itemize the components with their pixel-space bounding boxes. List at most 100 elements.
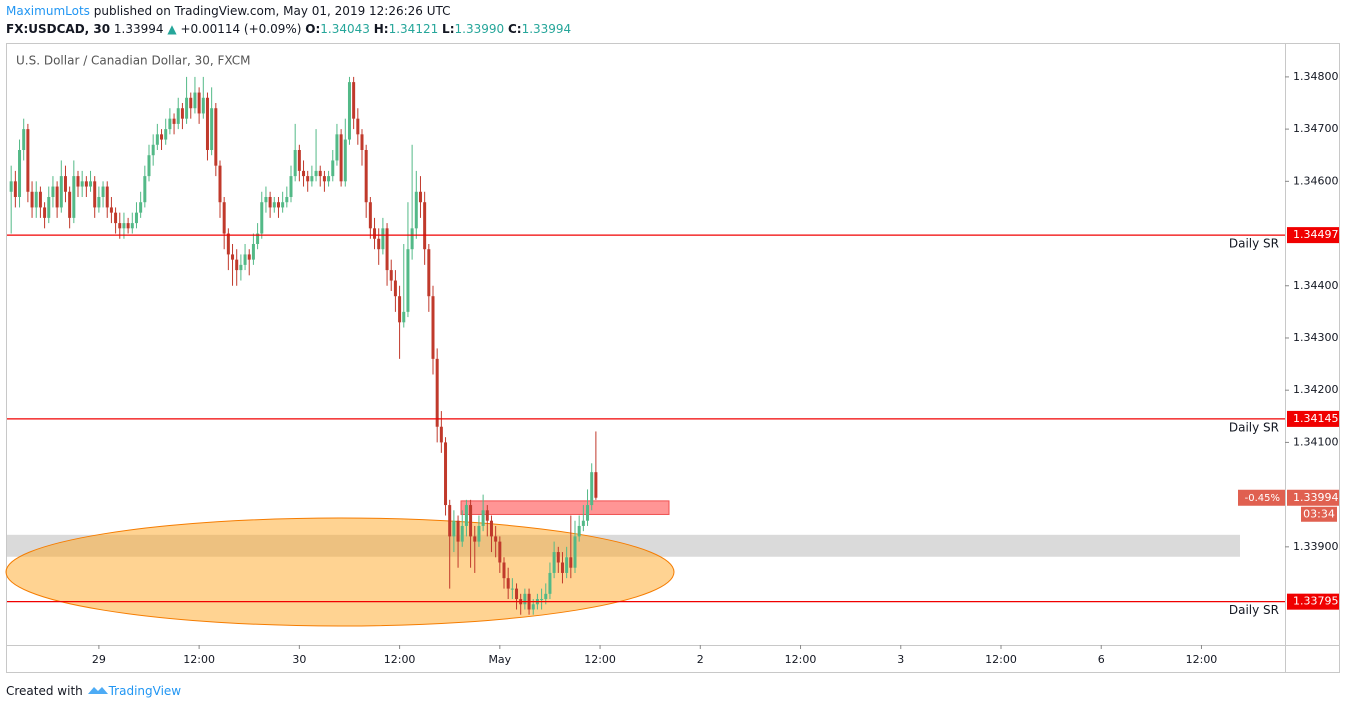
author[interactable]: MaximumLots — [6, 4, 90, 18]
candle-body — [38, 191, 42, 208]
candle-body — [239, 264, 243, 271]
brand[interactable]: TradingView — [108, 684, 182, 698]
candle-body — [494, 536, 498, 542]
candle-body — [581, 520, 585, 526]
candle-body — [89, 181, 93, 187]
candle-body — [222, 202, 226, 234]
candle-body — [540, 599, 544, 601]
x-tick-label: 30 — [292, 653, 306, 666]
x-tick-label: 12:00 — [1186, 653, 1218, 666]
countdown-label: 03:34 — [1303, 507, 1335, 520]
candle-body — [406, 249, 410, 312]
ohlc: O:1.34043 H:1.34121 L:1.33990 C:1.33994 — [305, 22, 571, 36]
price-tag — [1287, 227, 1339, 244]
candle-body — [63, 176, 67, 192]
candle-body — [105, 186, 109, 208]
candle-body — [210, 108, 214, 150]
candle-body — [9, 181, 13, 192]
y-tick-label: 1.34400 — [1293, 279, 1339, 292]
published: published on TradingView.com, May 01, 20… — [93, 4, 451, 18]
y-tick-label: 1.34700 — [1293, 122, 1339, 135]
x-tick-label: 6 — [1098, 653, 1105, 666]
y-tick-label: 1.34200 — [1293, 383, 1339, 396]
highlight-ellipse — [5, 517, 675, 627]
candle-body — [251, 243, 255, 260]
last-price-tag — [1287, 489, 1339, 506]
level-label: Daily SR — [1229, 603, 1279, 617]
candle-body — [377, 238, 381, 250]
chart-title: U.S. Dollar / Canadian Dollar, 30, FXCM — [16, 54, 251, 68]
candle-body — [43, 207, 47, 218]
candle-body — [281, 202, 285, 208]
x-tick-label: 12:00 — [183, 653, 215, 666]
candle-body — [13, 181, 17, 197]
x-tick-label: 12:00 — [384, 653, 416, 666]
x-tick-label: 12:00 — [985, 653, 1017, 666]
candle-body — [235, 259, 239, 271]
candle-body — [22, 129, 26, 150]
candle-body — [160, 134, 164, 140]
candle-body — [343, 139, 347, 182]
candle-body — [577, 525, 581, 537]
candle-body — [30, 191, 34, 208]
candle-body — [168, 118, 172, 130]
ohlc-label: L: — [442, 22, 455, 36]
price-tag-label: 1.33795 — [1293, 595, 1339, 608]
symbol: FX:USDCAD, 30 — [6, 22, 111, 36]
candle-body — [560, 562, 564, 573]
candle-body — [485, 510, 489, 521]
candle-body — [143, 176, 147, 203]
candle-body — [180, 108, 184, 119]
candle-body — [318, 170, 322, 177]
candle-body — [552, 552, 556, 573]
candle-body — [109, 207, 113, 213]
candle-body — [423, 202, 427, 250]
candle-body — [164, 129, 168, 140]
candle-body — [477, 525, 481, 542]
y-tick-label: 1.34600 — [1293, 174, 1339, 187]
candle-body — [523, 593, 527, 605]
candle-body — [256, 233, 260, 244]
candle-body — [289, 176, 293, 197]
candle-body — [418, 191, 422, 203]
chart-frame — [6, 43, 1340, 673]
candle-body — [502, 562, 506, 579]
candle-body — [126, 223, 130, 229]
candle-body — [347, 82, 351, 140]
candle-body — [272, 202, 276, 208]
candle-body — [427, 249, 431, 297]
ohlc-value: 1.33994 — [521, 22, 572, 36]
candle-body — [531, 604, 535, 610]
candle-body — [147, 155, 151, 177]
candle-body — [218, 165, 222, 203]
candle-body — [59, 176, 63, 208]
candle-body — [197, 92, 201, 114]
candle-body — [590, 472, 594, 506]
ohlc-value: 1.33990 — [454, 22, 505, 36]
candle-body — [586, 505, 590, 521]
last: 1.33994 — [113, 22, 164, 36]
candle-body — [118, 223, 122, 229]
candle-body — [431, 296, 435, 359]
candle-body — [565, 557, 569, 573]
candle-body — [80, 181, 84, 187]
candle-body — [439, 426, 443, 443]
candle-body — [356, 118, 360, 135]
ohlc-label: C: — [507, 22, 522, 36]
y-tick-label: 1.33900 — [1293, 540, 1339, 553]
level-label: Daily SR — [1229, 420, 1279, 434]
x-tick-label: 29 — [92, 653, 106, 666]
candle-body — [302, 170, 306, 177]
price-tag — [1287, 410, 1339, 427]
candle-body — [573, 536, 577, 568]
candle-body — [76, 176, 80, 187]
candle-body — [306, 176, 310, 182]
candle-body — [122, 223, 126, 229]
candle-body — [268, 196, 272, 208]
candle-body — [473, 536, 477, 542]
candle-body — [134, 212, 138, 224]
candle-body — [452, 520, 456, 537]
candle-body — [101, 186, 105, 197]
